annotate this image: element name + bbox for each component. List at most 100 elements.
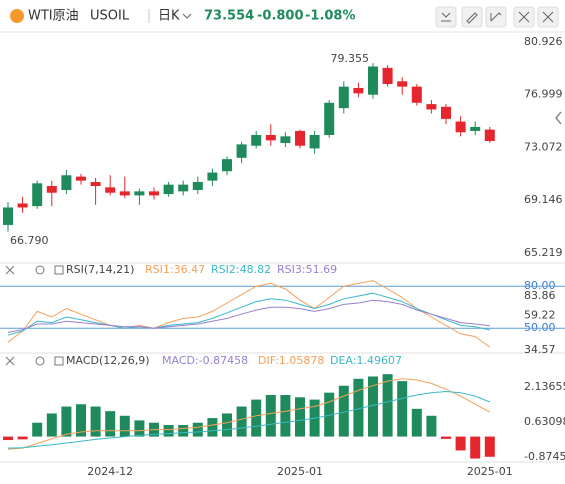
y-tick-label: 69.146 (524, 193, 563, 206)
legend-entry: RSI2:48.82 (211, 263, 271, 276)
macd-bar (76, 404, 86, 437)
change: -0.800 (257, 9, 304, 24)
macd-line (7, 390, 490, 449)
candle-body (3, 207, 13, 225)
candle-body (455, 121, 466, 133)
y-tick-label: 83.86 (524, 289, 556, 302)
macd-bar (338, 385, 349, 437)
macd-bar (368, 376, 378, 437)
macd-bar (382, 374, 393, 437)
macd-bar (280, 394, 291, 437)
y-tick-label: 34.57 (524, 343, 556, 356)
legend-entry: DIF:1.05878 (258, 354, 324, 367)
macd-bar (236, 406, 247, 437)
candle-body (470, 126, 481, 131)
macd-bar (90, 406, 101, 437)
macd-bar (3, 436, 13, 441)
macd-bar (192, 422, 203, 437)
price: 73.554 (204, 9, 254, 24)
candle-body (61, 175, 72, 191)
macd-bar (105, 411, 116, 437)
macd-bar (17, 436, 28, 440)
macd-bar (46, 413, 57, 437)
legend-entry: RSI1:36.47 (145, 263, 205, 276)
rsi-controls (5, 265, 64, 366)
candle-body (324, 102, 335, 135)
x-tick-label: 2025-01 (467, 465, 513, 478)
macd-bar (455, 436, 466, 451)
dropdown-caret[interactable] (182, 13, 192, 19)
macd-bar (163, 425, 174, 437)
symbol: USOIL (90, 9, 130, 24)
period[interactable]: 日K (158, 9, 180, 24)
candle-body (353, 87, 364, 94)
candle-body (32, 183, 43, 207)
candle-body (309, 134, 320, 149)
candle-body (105, 187, 116, 193)
y-tick-label: 2.13655 (524, 380, 565, 393)
macd-bar (353, 378, 364, 437)
tool-button[interactable] (485, 6, 507, 28)
y-tick-label: 59.22 (524, 308, 556, 321)
rsi-line (7, 292, 490, 336)
candle-body (426, 104, 437, 110)
y-tick-label: 73.072 (524, 140, 563, 153)
candle-body (207, 172, 218, 181)
change-pct: -1.08% (305, 9, 356, 24)
expand-arrow[interactable] (555, 111, 562, 125)
candle-body (441, 106, 451, 119)
y-tick-label: -0.87458 (524, 450, 565, 463)
macd-bar (222, 413, 232, 437)
toolbar-icons (441, 11, 554, 24)
macd-bar (441, 436, 451, 439)
legend-entry: DEA:1.49607 (330, 354, 402, 367)
x-tick-label: 2024-12 (87, 465, 133, 478)
candle-body (17, 203, 28, 208)
indicator-title: MACD(12,26,9) (66, 354, 150, 367)
legend-entry: RSI3:51.69 (277, 263, 337, 276)
x-tick-label: 2025-01 (277, 465, 323, 478)
indicator-title: RSI(7,14,21) (66, 263, 134, 276)
candle-body (265, 134, 276, 141)
candle-body (222, 159, 232, 172)
macd-bar (411, 408, 422, 437)
macd-bar (32, 422, 43, 437)
y-tick-label: 80.926 (524, 35, 563, 48)
macd-bar (470, 436, 481, 459)
candle-body (192, 181, 203, 191)
macd-bar (324, 392, 335, 437)
candle-body (163, 184, 174, 195)
rsi-line (7, 299, 490, 333)
y-tick-label: 76.999 (524, 88, 563, 101)
candle-body (338, 86, 349, 109)
candle-body (484, 129, 495, 141)
annotation: 66.790 (10, 234, 49, 247)
candle-body (134, 191, 145, 196)
macd-bar (119, 415, 130, 437)
annotation: 79.355 (331, 52, 370, 65)
y-tick-label: 0.63098 (524, 415, 565, 428)
candle-body (236, 144, 247, 158)
candle-body (90, 181, 101, 187)
candle-body (119, 191, 130, 196)
rsi-line (7, 280, 491, 348)
candle-body (382, 67, 393, 84)
tool-button[interactable] (461, 6, 483, 28)
logo (10, 9, 24, 23)
toolbar (435, 6, 559, 28)
candle-body (295, 130, 305, 146)
macd-bar (61, 406, 72, 437)
candle-body (280, 136, 291, 144)
y-tick-label: 65.219 (524, 246, 563, 259)
legend-entry: MACD:-0.87458 (162, 354, 248, 367)
candle-body (178, 184, 189, 192)
candle-body (46, 186, 57, 193)
candle-body (251, 134, 262, 146)
macd-bar (426, 415, 437, 437)
macd-line (7, 378, 491, 450)
macd-bar (397, 381, 408, 437)
macd-bar (178, 425, 189, 437)
macd-bar (251, 399, 262, 437)
macd-bar (484, 436, 495, 457)
